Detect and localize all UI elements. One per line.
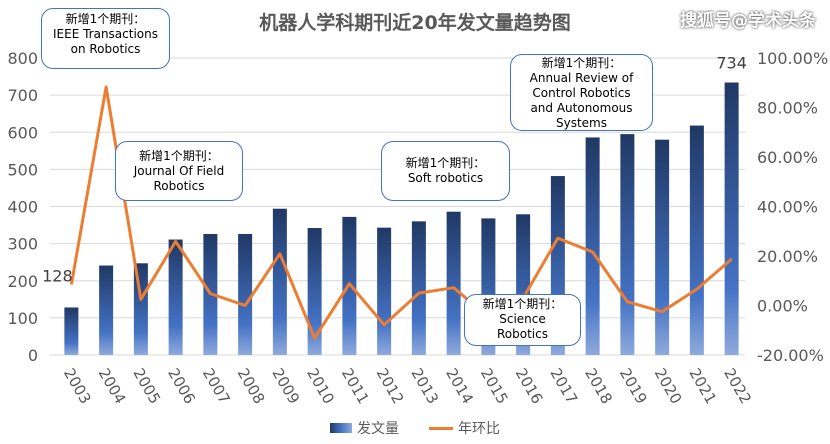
y-left-tick-label: 0 (28, 346, 38, 365)
annotation-text: Systems (556, 116, 607, 130)
legend-item-line: 年环比 (429, 418, 500, 438)
y-right-tick-label: 60.00% (757, 148, 818, 167)
y-right-tick-label: 80.00% (757, 99, 818, 118)
y-left-tick-label: 600 (7, 123, 38, 142)
annotation-ieee: 新增1个期刊： IEEE Transactions on Robotics (41, 8, 170, 69)
bar (377, 227, 392, 355)
annotation-text: on Robotics (70, 42, 141, 56)
bar (620, 134, 635, 355)
bar (689, 125, 704, 355)
x-tick-label: 2021 (685, 365, 720, 407)
watermark: 搜狐号@学术头条 (680, 11, 816, 31)
y-right-tick-label: 40.00% (757, 198, 818, 217)
y-right-tick-label: 100.00% (757, 49, 828, 68)
legend-label: 发文量 (357, 421, 399, 437)
x-tick-label: 2008 (234, 365, 269, 407)
x-tick-label: 2015 (477, 365, 512, 407)
annotation-text: Robotics (497, 327, 548, 341)
x-tick-label: 2009 (268, 365, 303, 407)
bar (64, 307, 79, 355)
x-tick-label: 2010 (303, 365, 338, 407)
x-tick-label: 2004 (95, 365, 130, 407)
y-right-tick-label: 0.00% (757, 297, 808, 316)
y-right-tick-label: 20.00% (757, 247, 818, 266)
bar (168, 239, 183, 355)
bar (446, 211, 461, 355)
bar (585, 137, 600, 355)
legend-swatch-line (429, 426, 453, 430)
annotation-text: Journal Of Field (133, 164, 225, 178)
annotation-text: Annual Review of (529, 71, 634, 85)
bar (411, 221, 426, 355)
x-tick-label: 2006 (164, 365, 199, 407)
annotation-science-robotics: 新增1个期刊： Science Robotics (464, 294, 581, 346)
y-left-tick-label: 300 (7, 235, 38, 254)
annotation-text: Robotics (153, 179, 205, 193)
x-tick-label: 2014 (442, 365, 477, 407)
annotation-annual-review: 新增1个期刊： Annual Review of Control Robotic… (510, 54, 653, 131)
x-tick-label: 2016 (512, 365, 547, 407)
legend-swatch-bar (330, 423, 352, 433)
x-tick-label: 2017 (546, 365, 581, 407)
x-tick-label: 2019 (616, 365, 651, 407)
y-left-tick-label: 200 (7, 272, 38, 291)
y-left-tick-label: 400 (7, 198, 38, 217)
annotation-text: 新增1个期刊： (65, 12, 146, 26)
bar (272, 208, 287, 355)
legend-item-bar: 发文量 (330, 418, 399, 438)
x-tick-label: 2018 (581, 365, 616, 407)
bar (99, 265, 114, 355)
annotation-text: 新增1个期刊： (139, 149, 219, 163)
x-tick-label: 2003 (60, 365, 95, 407)
annotation-text: 新增1个期刊： (482, 297, 563, 311)
y-left-tick-label: 700 (7, 86, 38, 105)
bar (307, 228, 322, 355)
bar (238, 233, 253, 355)
y-left-tick-label: 800 (7, 49, 38, 68)
bar (724, 82, 739, 355)
legend-label: 年环比 (458, 421, 500, 437)
legend: 发文量 年环比 (0, 418, 830, 438)
annotation-text: and Autonomous (530, 101, 633, 115)
annotation-text: IEEE Transactions (53, 27, 158, 41)
bar (655, 139, 670, 355)
chart-title: 机器人学科期刊近20年发文量趋势图 (259, 12, 571, 34)
annotation-text: Soft robotics (407, 171, 484, 185)
annotation-soft-robotics: 新增1个期刊： Soft robotics (381, 141, 510, 201)
annotation-text: 新增1个期刊： (541, 56, 622, 70)
x-tick-label: 2007 (199, 365, 234, 407)
annotation-text: 新增1个期刊： (405, 156, 486, 170)
y-right-tick-label: -20.00% (757, 346, 824, 365)
line-series (69, 85, 733, 340)
x-tick-label: 2013 (407, 365, 442, 407)
x-tick-label: 2011 (338, 365, 373, 407)
y-left-tick-label: 100 (7, 309, 38, 328)
x-tick-label: 2012 (373, 365, 408, 407)
x-tick-label: 2022 (720, 365, 755, 407)
annotation-jfr: 新增1个期刊： Journal Of Field Robotics (115, 141, 243, 201)
x-tick-label: 2020 (651, 365, 686, 407)
x-tick-label: 2005 (129, 365, 164, 407)
y-left-tick-label: 500 (7, 160, 38, 179)
data-label: 734 (716, 54, 747, 73)
annotation-text: Control Robotics (532, 86, 631, 100)
annotation-text: Science (499, 312, 546, 326)
data-label: 128 (42, 266, 73, 285)
